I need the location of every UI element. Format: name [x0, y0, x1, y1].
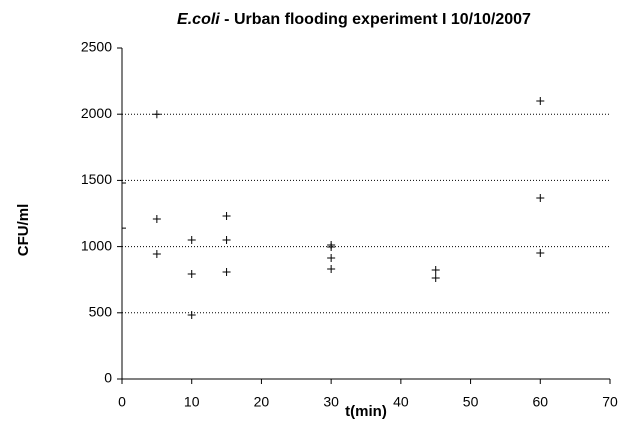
title-italic: E.coli [177, 11, 220, 28]
point [536, 194, 545, 203]
y-axis-label: CFU/ml [15, 204, 32, 257]
point [187, 270, 196, 279]
point [536, 248, 545, 257]
point [327, 264, 336, 273]
point [222, 268, 231, 277]
y-tick-label: 2500 [81, 39, 112, 55]
point [431, 273, 440, 282]
point [536, 96, 545, 105]
y-tick-label: 1500 [81, 171, 112, 187]
point [187, 311, 196, 320]
y-tick-label: 0 [104, 370, 112, 386]
point [187, 235, 196, 244]
x-tick-label: 20 [254, 394, 270, 410]
point [122, 179, 126, 188]
point [222, 212, 231, 221]
x-axis-label: t(min) [345, 403, 387, 420]
x-tick-label: 0 [118, 394, 126, 410]
point [431, 266, 440, 275]
y-tick-label: 2000 [81, 105, 112, 121]
x-tick-label: 50 [463, 394, 479, 410]
x-tick-label: 60 [532, 394, 548, 410]
point [327, 242, 336, 251]
point [122, 224, 126, 233]
point [152, 110, 161, 119]
y-tick-label: 1000 [81, 237, 112, 253]
x-tick-label: 70 [602, 394, 618, 410]
x-tick-label: 30 [323, 394, 339, 410]
x-tick-label: 40 [393, 394, 409, 410]
title-rest: - Urban flooding experiment I 10/10/2007 [220, 11, 531, 28]
x-tick-label: 10 [184, 394, 200, 410]
chart-title: E.coli - Urban flooding experiment I 10/… [177, 11, 531, 28]
point [152, 215, 161, 224]
plot-area [122, 96, 545, 320]
point [222, 235, 231, 244]
point [152, 250, 161, 259]
y-tick-label: 500 [89, 304, 113, 320]
point [327, 253, 336, 262]
